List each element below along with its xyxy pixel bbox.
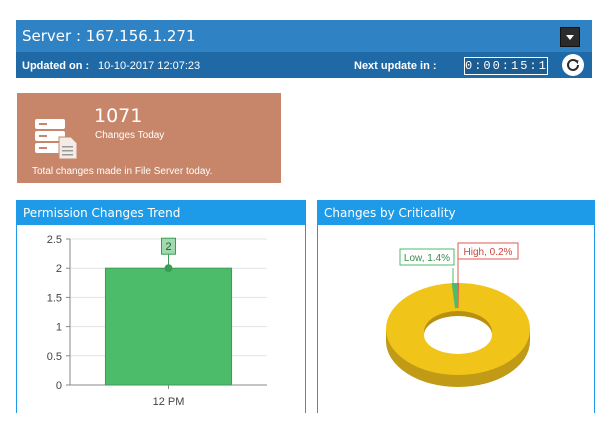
donut-hole xyxy=(424,316,492,354)
file-server-icon xyxy=(35,119,78,159)
server-dropdown-button[interactable] xyxy=(560,27,580,47)
permission-trend-title: Permission Changes Trend xyxy=(17,201,305,225)
criticality-title: Changes by Criticality xyxy=(318,201,594,225)
refresh-icon xyxy=(567,58,579,71)
header-top-bar: Server : 167.156.1.271 xyxy=(16,20,592,52)
donut-slice-high xyxy=(458,283,460,309)
refresh-button[interactable] xyxy=(562,54,584,76)
next-update-label: Next update in : xyxy=(354,60,437,72)
bar xyxy=(104,267,233,386)
countdown-timer: 0:00:15:1 xyxy=(464,57,548,75)
x-tick-label: 12 PM xyxy=(153,396,185,408)
criticality-panel: Changes by Criticality Low, 1.4% High, 0.… xyxy=(317,200,595,413)
updated-on-value: 10-10-2017 12:07:23 xyxy=(98,60,201,72)
updated-on-label: Updated on : xyxy=(22,60,90,72)
label-box-high xyxy=(457,242,519,260)
y-tick-label: 0 xyxy=(56,380,62,392)
server-title: Server : 167.156.1.271 xyxy=(22,27,196,45)
y-tick-label: 2 xyxy=(56,263,62,275)
changes-today-card[interactable]: 1071 Changes Today Total changes made in… xyxy=(17,93,281,183)
permission-trend-chart: 0 0.5 1 1.5 2 2.5 12 PM 2 xyxy=(47,234,267,408)
permission-trend-panel: Permission Changes Trend 0 0.5 1 1.5 2 2.5 12 … xyxy=(16,200,306,413)
label-low: Low, 1.4% xyxy=(404,253,450,264)
data-label: 2 xyxy=(165,241,171,253)
header-status-bar: Updated on : 10-10-2017 12:07:23 Next up… xyxy=(16,52,592,78)
label-box-low xyxy=(399,248,455,266)
y-tick-label: 1.5 xyxy=(47,292,62,304)
y-tick-label: 0.5 xyxy=(47,351,62,363)
data-point xyxy=(164,264,173,273)
server-header: Server : 167.156.1.271 Updated on : 10-1… xyxy=(16,20,592,78)
y-tick-label: 1 xyxy=(56,322,62,334)
data-label-box xyxy=(161,237,176,255)
criticality-chart: Low, 1.4% High, 0.2% xyxy=(386,242,530,387)
changes-description: Total changes made in File Server today. xyxy=(32,166,213,177)
changes-count: 1071 xyxy=(94,105,143,127)
changes-label: Changes Today xyxy=(95,130,165,141)
label-high: High, 0.2% xyxy=(464,247,513,258)
y-tick-label: 2.5 xyxy=(47,234,62,246)
donut-slice-low xyxy=(451,283,458,309)
